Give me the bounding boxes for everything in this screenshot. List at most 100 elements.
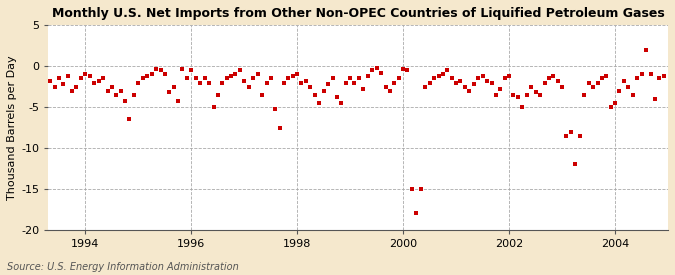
Point (71, 84, 82, 89)
Point (605, 105, 616, 109)
Point (186, 68, 196, 73)
Point (636, 72, 647, 76)
Point (504, 74, 514, 78)
Point (658, 74, 669, 78)
Point (274, 125, 285, 130)
Point (508, 93, 519, 97)
Point (468, 82, 479, 86)
Point (610, 101, 620, 105)
Point (513, 95, 524, 100)
Point (592, 80, 603, 85)
Point (623, 84, 634, 89)
Point (354, 76, 364, 81)
Point (362, 74, 373, 78)
Point (597, 76, 608, 81)
Point (248, 76, 259, 81)
Point (587, 84, 598, 89)
Point (535, 93, 545, 97)
Point (447, 76, 458, 81)
Point (168, 84, 179, 89)
Point (93, 79, 104, 83)
Point (36, 76, 47, 81)
Point (566, 130, 576, 134)
Point (323, 82, 333, 86)
Point (433, 74, 444, 78)
Point (425, 80, 435, 85)
Point (265, 76, 276, 81)
Point (619, 79, 630, 83)
Point (641, 48, 651, 52)
Point (163, 90, 174, 95)
Point (627, 93, 638, 97)
Point (632, 76, 643, 81)
Point (195, 80, 206, 85)
Point (495, 87, 506, 91)
Point (57, 82, 68, 86)
Point (398, 67, 408, 71)
Point (473, 76, 484, 81)
Point (67, 89, 78, 93)
Point (235, 68, 246, 73)
Point (217, 80, 227, 85)
Point (129, 93, 140, 97)
Point (455, 79, 466, 83)
Point (477, 74, 488, 78)
Point (464, 89, 475, 93)
Point (341, 80, 352, 85)
Point (142, 74, 153, 78)
Point (460, 84, 470, 89)
Point (115, 89, 126, 93)
Point (367, 68, 378, 73)
Point (491, 93, 502, 97)
Point (579, 93, 590, 97)
Point (500, 76, 510, 81)
Point (389, 80, 400, 85)
Point (84, 74, 95, 78)
Point (441, 68, 452, 73)
Point (133, 80, 144, 85)
Point (380, 84, 391, 89)
Point (394, 76, 404, 81)
Point (203, 80, 214, 85)
Point (292, 72, 302, 76)
Point (269, 106, 280, 111)
Point (279, 80, 290, 85)
Point (547, 74, 558, 78)
Y-axis label: Thousand Barrels per Day: Thousand Barrels per Day (7, 55, 17, 200)
Point (155, 68, 166, 73)
Point (124, 117, 135, 122)
Point (451, 80, 462, 85)
Point (151, 67, 161, 71)
Point (288, 74, 298, 78)
Point (649, 97, 660, 101)
Point (102, 89, 113, 93)
Point (437, 72, 448, 76)
Point (119, 98, 130, 103)
Point (570, 162, 580, 167)
Point (111, 93, 122, 97)
Point (411, 211, 422, 216)
Point (40, 80, 51, 85)
Point (420, 84, 431, 89)
Text: Source: U.S. Energy Information Administration: Source: U.S. Energy Information Administ… (7, 262, 238, 272)
Point (256, 93, 267, 97)
Point (76, 76, 86, 81)
Point (526, 84, 537, 89)
Point (517, 105, 528, 109)
Point (182, 76, 192, 81)
Point (645, 72, 656, 76)
Point (349, 80, 360, 85)
Point (63, 74, 74, 78)
Point (97, 76, 108, 81)
Point (199, 76, 210, 81)
Point (173, 98, 184, 103)
Point (221, 76, 232, 81)
Point (543, 76, 554, 81)
Point (653, 76, 664, 81)
Point (486, 80, 497, 85)
Point (309, 93, 320, 97)
Point (80, 72, 90, 76)
Point (146, 72, 157, 76)
Point (539, 80, 550, 85)
Point (371, 66, 382, 70)
